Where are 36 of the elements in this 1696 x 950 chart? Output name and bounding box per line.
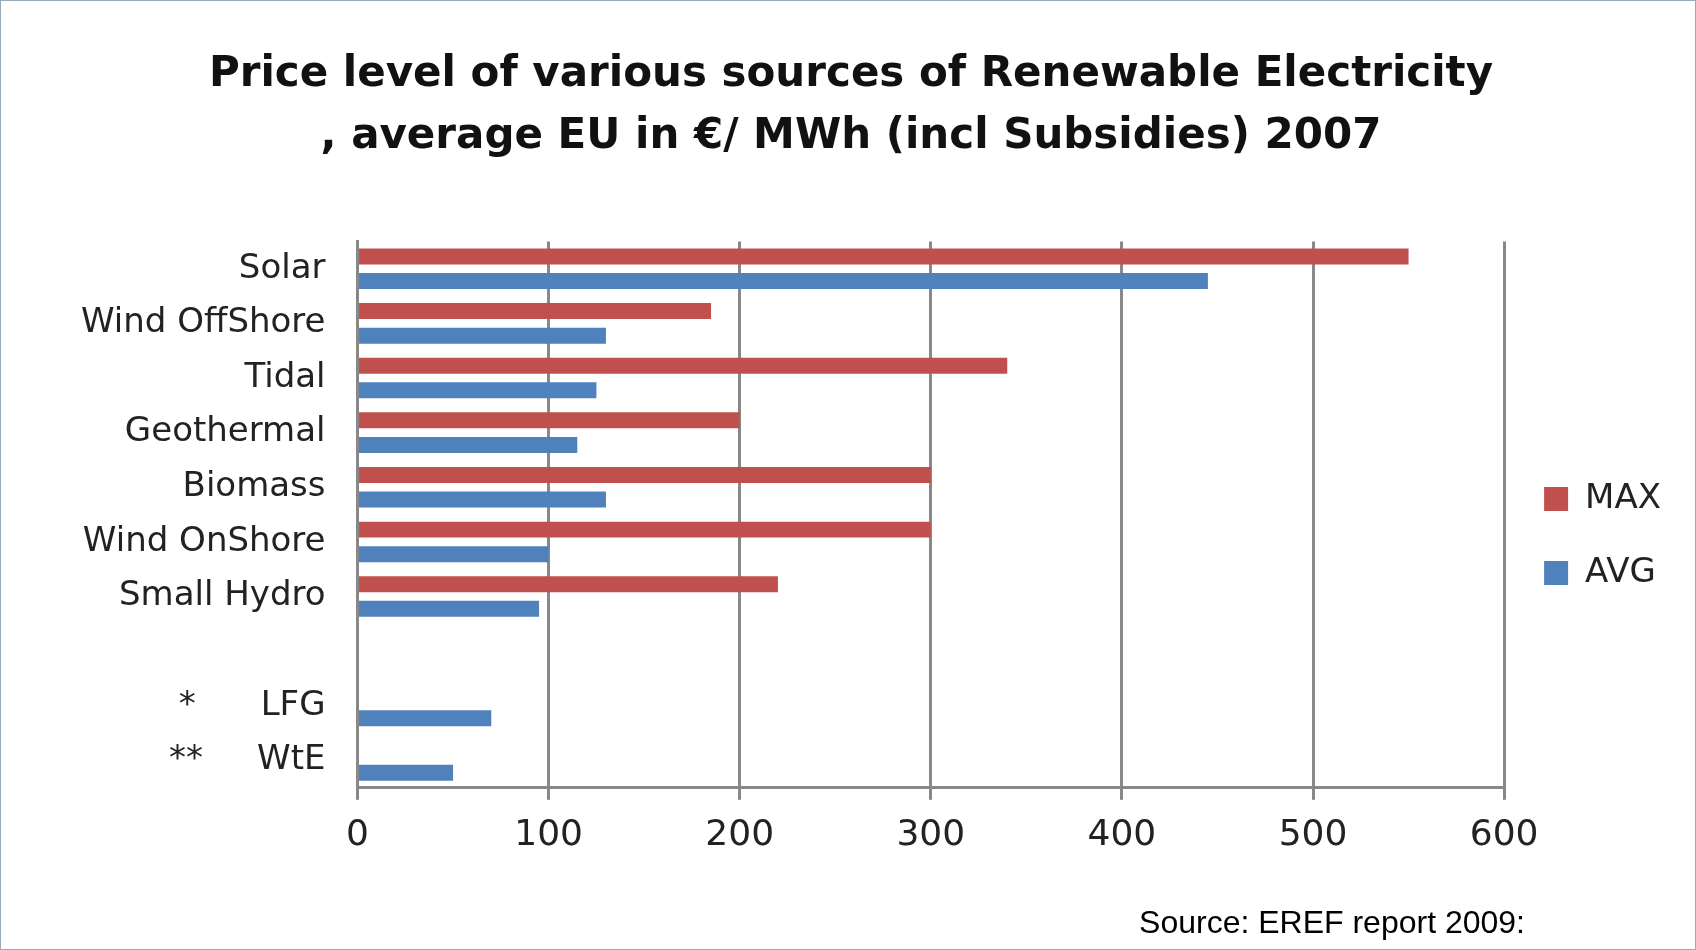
y-tick-label: ** WtE [169, 737, 326, 778]
x-tick-label: 500 [1278, 811, 1348, 853]
bar [359, 576, 778, 593]
y-tick-label: Tidal [243, 354, 326, 395]
bar [359, 248, 1409, 265]
legend-label: AVG [1585, 549, 1656, 590]
bar [359, 382, 597, 399]
x-tick-label: 300 [896, 811, 966, 853]
bar [359, 546, 549, 563]
bar [359, 521, 931, 538]
y-tick-label: Wind OnShore [82, 518, 326, 559]
bar [359, 467, 931, 483]
bar [359, 357, 1008, 374]
y-tick-label: Geothermal [124, 409, 326, 450]
bar [359, 491, 606, 508]
y-tick-label: Biomass [182, 464, 326, 505]
bar [359, 764, 454, 781]
bar [359, 710, 492, 727]
x-tick-label: 400 [1087, 811, 1157, 853]
bar [359, 303, 712, 320]
bar [359, 273, 1208, 290]
y-tick-label: * LFG [178, 682, 326, 723]
x-tick-label: 200 [705, 811, 775, 853]
bar [359, 600, 540, 617]
bar [359, 436, 578, 453]
x-tick-label: 100 [514, 811, 583, 853]
x-tick-label: 0 [346, 811, 369, 853]
y-tick-label: Wind OffShore [80, 300, 326, 341]
bar [359, 412, 740, 429]
y-tick-label: Solar [238, 245, 326, 286]
legend-label: MAX [1585, 475, 1661, 516]
chart-title: Price level of various sources of Renewable Electricity , average EU in €/ MWh (incl Subsidies) 2007 [207, 46, 1495, 160]
x-tick-label: 600 [1469, 811, 1539, 853]
source-note: Source: EREF report 2009: [1139, 904, 1525, 941]
bar [359, 327, 606, 344]
y-tick-label: Small Hydro [118, 573, 326, 614]
